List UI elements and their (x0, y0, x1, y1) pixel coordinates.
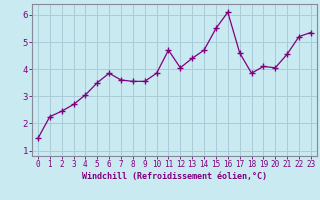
X-axis label: Windchill (Refroidissement éolien,°C): Windchill (Refroidissement éolien,°C) (82, 172, 267, 181)
